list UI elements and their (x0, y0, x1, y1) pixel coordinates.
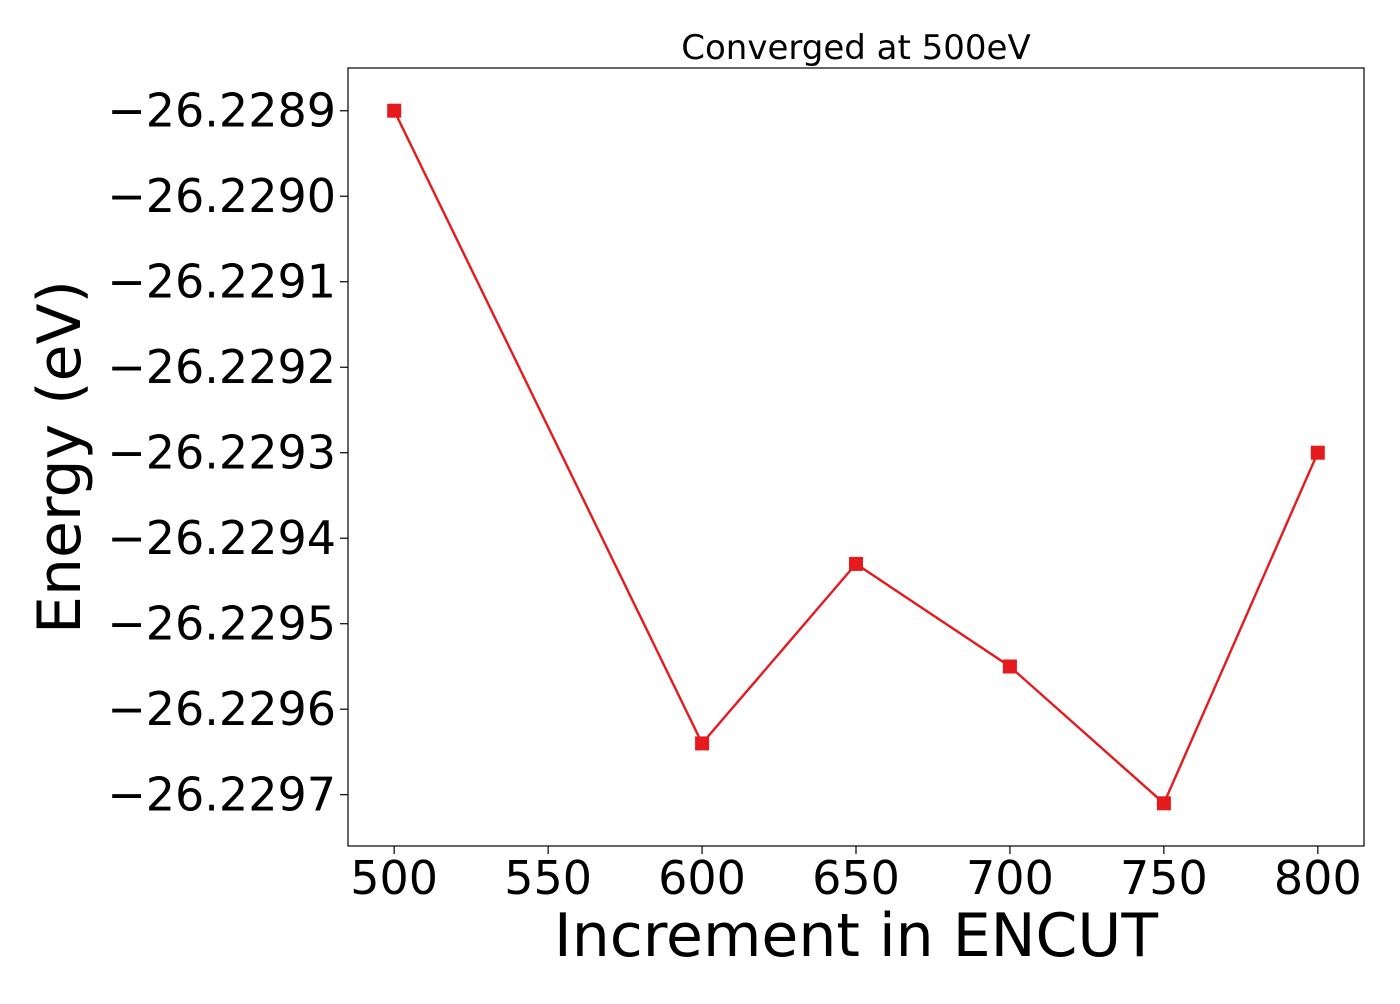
series-line (393, 110, 1319, 805)
x-tick-label: 650 (812, 851, 900, 905)
y-tick-label: −26.2291 (107, 255, 336, 309)
y-tick-label: −26.2295 (107, 597, 336, 651)
y-axis-label: Energy (eV) (25, 280, 95, 634)
data-point-marker (387, 103, 402, 118)
data-point-marker (849, 556, 863, 571)
data-point-marker (695, 736, 710, 751)
x-axis-ticks: 500 550 600 650 700 750 800 (350, 846, 1362, 905)
data-point-marker (1002, 659, 1017, 674)
y-tick-label: −26.2297 (107, 768, 336, 822)
x-tick-label: 500 (350, 851, 438, 905)
data-point-marker (1310, 445, 1325, 460)
y-tick-label: −26.2293 (107, 426, 336, 480)
y-tick-label: −26.2292 (107, 340, 336, 394)
x-axis-label: Increment in ENCUT (554, 901, 1158, 971)
data-point-marker (1156, 796, 1171, 811)
y-axis-ticks: −26.2289 −26.2290 −26.2291 −26.2292 −26.2293… (107, 84, 348, 822)
y-tick-label: −26.2290 (107, 169, 336, 223)
y-tick-label: −26.2289 (107, 84, 336, 138)
series-layer (387, 103, 1325, 811)
x-tick-label: 700 (966, 851, 1054, 905)
x-tick-label: 750 (1120, 851, 1208, 905)
x-tick-label: 600 (658, 851, 746, 905)
y-tick-label: −26.2296 (107, 682, 336, 736)
y-tick-label: −26.2294 (107, 511, 336, 565)
plot-area-frame (347, 67, 1365, 847)
x-tick-label: 550 (504, 851, 592, 905)
x-tick-label: 800 (1274, 851, 1362, 905)
chart-title: Converged at 500eV (681, 28, 1030, 68)
